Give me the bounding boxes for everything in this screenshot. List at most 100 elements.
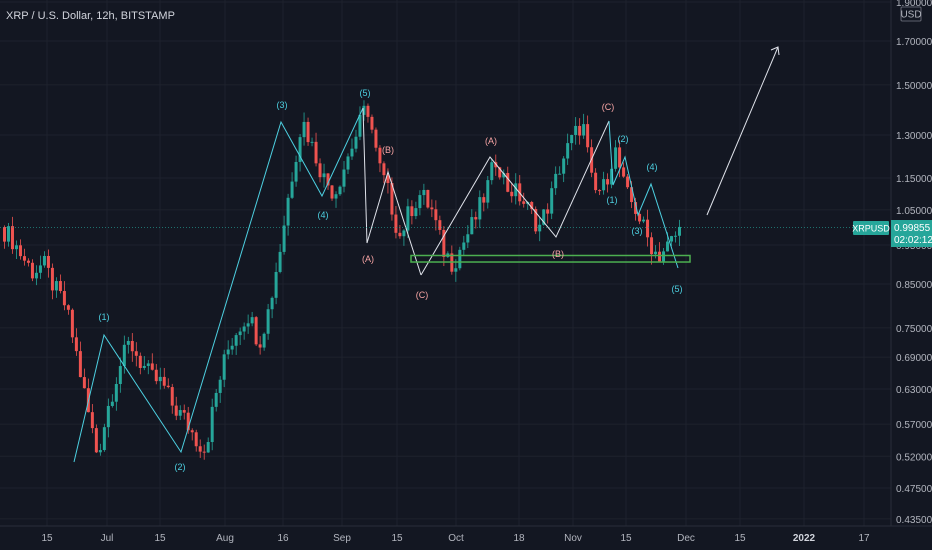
candle-body[interactable]	[18, 245, 22, 257]
candle-body[interactable]	[250, 317, 254, 324]
candle-body[interactable]	[70, 309, 74, 338]
candle-body[interactable]	[34, 272, 38, 279]
candle-body[interactable]	[642, 219, 646, 222]
candle-body[interactable]	[470, 217, 474, 235]
candle-body[interactable]	[394, 214, 398, 233]
candle-body[interactable]	[270, 297, 274, 310]
candle-body[interactable]	[26, 260, 30, 263]
candle-body[interactable]	[490, 162, 494, 181]
candle-body[interactable]	[634, 202, 638, 214]
candle-body[interactable]	[334, 194, 338, 199]
candle-body[interactable]	[350, 148, 354, 157]
candle-body[interactable]	[534, 209, 538, 232]
candle-body[interactable]	[598, 190, 602, 192]
candle-body[interactable]	[486, 180, 490, 203]
candle-body[interactable]	[366, 105, 370, 117]
candle-body[interactable]	[134, 351, 138, 356]
candle-body[interactable]	[266, 309, 270, 334]
candle-body[interactable]	[62, 291, 66, 306]
candle-body[interactable]	[242, 326, 246, 332]
candle-body[interactable]	[178, 410, 182, 416]
candle-body[interactable]	[162, 376, 166, 386]
candle-body[interactable]	[410, 206, 414, 217]
candle-body[interactable]	[42, 255, 46, 266]
candle-body[interactable]	[354, 136, 358, 149]
candle-body[interactable]	[622, 167, 626, 177]
candle-body[interactable]	[658, 251, 662, 262]
candle-body[interactable]	[578, 125, 582, 136]
candle-body[interactable]	[50, 267, 54, 291]
candle-body[interactable]	[138, 355, 142, 368]
candle-body[interactable]	[154, 369, 158, 382]
candle-body[interactable]	[678, 226, 681, 236]
candle-body[interactable]	[306, 121, 310, 143]
candle-body[interactable]	[318, 163, 322, 178]
candle-body[interactable]	[130, 340, 134, 352]
candle-body[interactable]	[586, 124, 590, 148]
candle-body[interactable]	[114, 383, 118, 402]
candle-body[interactable]	[510, 191, 514, 197]
candle-body[interactable]	[198, 446, 202, 452]
candle-body[interactable]	[650, 237, 654, 255]
candle-body[interactable]	[262, 333, 266, 348]
candle-body[interactable]	[142, 365, 146, 368]
candle-body[interactable]	[506, 173, 510, 192]
candle-body[interactable]	[602, 179, 606, 191]
candle-body[interactable]	[238, 331, 242, 336]
candle-body[interactable]	[462, 242, 466, 250]
candle-body[interactable]	[662, 251, 666, 262]
candle-body[interactable]	[326, 173, 330, 186]
candle-body[interactable]	[110, 401, 114, 406]
candle-body[interactable]	[150, 363, 154, 370]
candle-body[interactable]	[94, 428, 98, 453]
candle-body[interactable]	[390, 183, 394, 215]
candle-body[interactable]	[90, 412, 94, 429]
candle-body[interactable]	[582, 124, 586, 136]
candle-body[interactable]	[74, 337, 78, 352]
candle-body[interactable]	[654, 251, 658, 255]
candle-body[interactable]	[166, 385, 170, 388]
candle-body[interactable]	[82, 377, 86, 389]
candle-body[interactable]	[422, 189, 426, 196]
candle-body[interactable]	[170, 387, 174, 406]
candle-body[interactable]	[14, 245, 18, 250]
candle-body[interactable]	[466, 234, 470, 243]
candle-body[interactable]	[514, 183, 518, 197]
candle-body[interactable]	[98, 450, 102, 453]
candle-body[interactable]	[502, 173, 506, 178]
candle-body[interactable]	[230, 345, 234, 350]
candle-body[interactable]	[226, 349, 230, 355]
candle-body[interactable]	[498, 167, 502, 178]
candle-body[interactable]	[222, 354, 226, 380]
candle-body[interactable]	[530, 201, 534, 210]
candle-body[interactable]	[454, 268, 458, 272]
candle-body[interactable]	[202, 451, 206, 453]
candle-body[interactable]	[146, 363, 150, 366]
candle-body[interactable]	[6, 226, 10, 242]
candle-body[interactable]	[58, 281, 62, 292]
candle-body[interactable]	[482, 197, 486, 203]
candle-body[interactable]	[22, 256, 26, 261]
candle-body[interactable]	[66, 305, 70, 310]
candle-body[interactable]	[614, 147, 618, 169]
candle-body[interactable]	[646, 219, 650, 238]
candle-body[interactable]	[190, 430, 194, 433]
candle-body[interactable]	[314, 141, 318, 164]
candle-body[interactable]	[78, 351, 82, 378]
candle-body[interactable]	[674, 235, 678, 237]
candle-body[interactable]	[554, 173, 558, 189]
candle-body[interactable]	[294, 161, 298, 182]
candle-body[interactable]	[430, 207, 434, 210]
candle-body[interactable]	[118, 366, 122, 384]
candle-body[interactable]	[474, 217, 478, 220]
candle-body[interactable]	[370, 116, 374, 130]
candle-body[interactable]	[254, 317, 258, 345]
candle-body[interactable]	[330, 185, 334, 199]
candle-body[interactable]	[246, 323, 250, 327]
candle-body[interactable]	[574, 125, 578, 135]
candle-body[interactable]	[282, 225, 286, 252]
candle-body[interactable]	[606, 179, 610, 185]
candle-body[interactable]	[562, 158, 566, 174]
candle-body[interactable]	[214, 392, 218, 407]
